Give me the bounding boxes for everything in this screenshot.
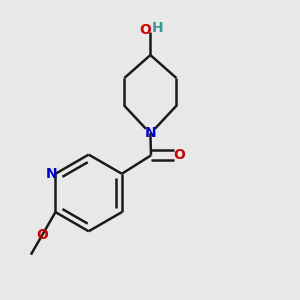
Text: O: O [37, 228, 48, 242]
Text: N: N [145, 126, 156, 140]
Text: O: O [174, 148, 185, 162]
Text: O: O [139, 22, 151, 37]
Text: N: N [45, 167, 57, 181]
Text: H: H [152, 21, 164, 35]
